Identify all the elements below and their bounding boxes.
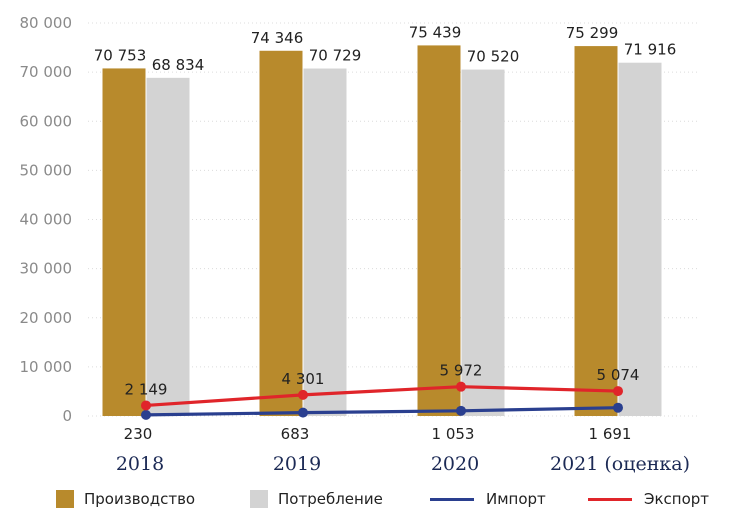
legend-label-production: Производство <box>84 490 196 508</box>
legend-label-import: Импорт <box>486 490 546 508</box>
bar-production <box>417 45 461 416</box>
legend-item-import: Импорт <box>430 490 546 508</box>
category-label: 2020 <box>431 453 479 475</box>
point-label-import: 1 053 <box>432 425 475 443</box>
bar-production <box>102 68 146 416</box>
point-import <box>613 402 623 413</box>
point-export <box>456 381 466 392</box>
point-label-export: 4 301 <box>282 370 325 388</box>
y-tick-label: 60 000 <box>20 112 73 130</box>
legend-label-consumption: Потребление <box>278 490 383 508</box>
point-label-export: 5 074 <box>597 366 640 384</box>
point-label-import: 1 691 <box>589 425 632 443</box>
y-tick-label: 10 000 <box>20 358 73 376</box>
point-label-import: 230 <box>124 425 153 443</box>
bar-consumption <box>461 69 505 417</box>
bar-value-label: 68 834 <box>152 56 205 74</box>
bar-value-label: 70 520 <box>467 48 520 66</box>
y-tick-label: 80 000 <box>20 14 73 32</box>
y-tick-label: 0 <box>62 407 72 425</box>
legend-swatch-export <box>588 497 632 501</box>
legend-swatch-production <box>56 490 74 508</box>
point-import <box>456 405 466 416</box>
point-export <box>298 389 308 400</box>
point-export <box>613 386 623 397</box>
bar-value-label: 70 729 <box>309 47 362 65</box>
legend-swatch-import <box>430 497 474 501</box>
bar-line-chart: 0 10 000 20 000 30 000 40 000 50 000 60 000 70 … <box>20 14 700 475</box>
y-tick-label: 50 000 <box>20 161 73 179</box>
y-tick-label: 20 000 <box>20 309 73 327</box>
y-tick-label: 40 000 <box>20 211 73 229</box>
point-label-export: 2 149 <box>125 380 168 398</box>
bar-consumption <box>303 68 347 416</box>
bar-value-label: 71 916 <box>624 41 677 59</box>
bar-value-label: 75 439 <box>409 23 462 41</box>
legend-item-export: Экспорт <box>588 490 709 508</box>
category-label: 2021 (оценка) <box>550 453 690 475</box>
bar-value-label: 74 346 <box>251 29 304 47</box>
legend-label-export: Экспорт <box>644 490 710 508</box>
y-tick-label: 30 000 <box>20 260 73 278</box>
category-label: 2018 <box>116 453 164 475</box>
bar-value-label: 75 299 <box>566 24 619 42</box>
bar-value-label: 70 753 <box>94 46 147 64</box>
point-import <box>141 409 151 420</box>
series-line-import <box>145 406 619 417</box>
legend: Производство Потребление Импорт Экспорт <box>0 486 730 514</box>
point-label-export: 5 972 <box>440 362 483 380</box>
legend-item-production: Производство <box>56 490 195 508</box>
point-import <box>298 407 308 418</box>
category-label: 2019 <box>273 453 321 475</box>
point-label-import: 683 <box>281 425 310 443</box>
bar-production <box>574 46 618 417</box>
y-tick-label: 70 000 <box>20 63 73 81</box>
bar-production <box>259 50 303 417</box>
bar-consumption <box>146 77 190 417</box>
legend-item-consumption: Потребление <box>250 490 383 508</box>
bar-consumption <box>618 62 662 417</box>
point-export <box>141 400 151 411</box>
legend-swatch-consumption <box>250 490 268 508</box>
series-line-export <box>145 385 619 408</box>
